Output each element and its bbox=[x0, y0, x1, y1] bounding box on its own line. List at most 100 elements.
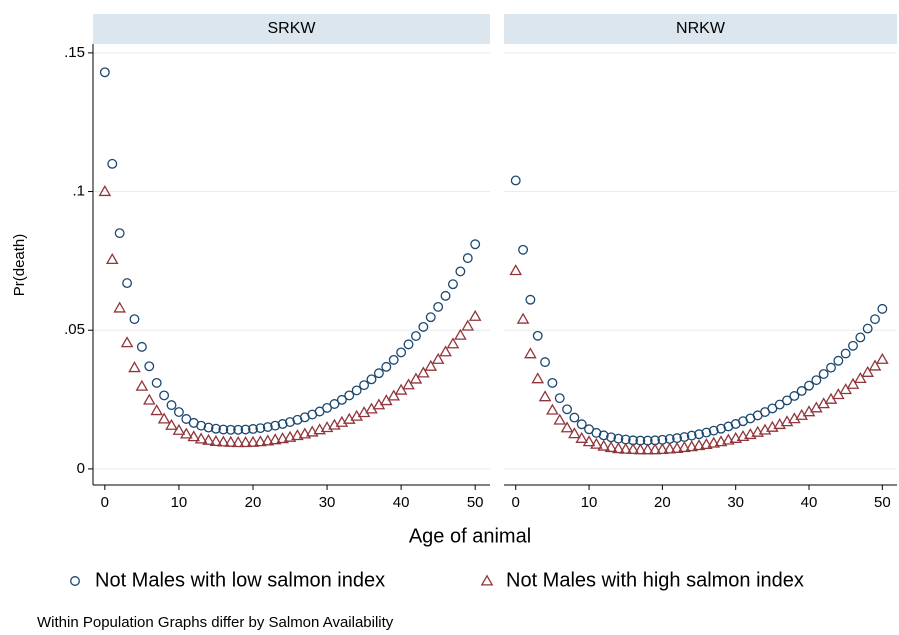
point bbox=[619, 442, 633, 454]
legend-label: Not Males with high salmon index bbox=[506, 569, 804, 591]
point bbox=[433, 301, 444, 312]
point bbox=[240, 424, 251, 435]
point bbox=[788, 412, 801, 424]
point bbox=[113, 301, 126, 313]
y-axis-label: Pr(death) bbox=[11, 234, 28, 297]
point bbox=[560, 421, 574, 433]
point bbox=[470, 239, 481, 250]
point bbox=[818, 369, 829, 380]
point bbox=[833, 355, 844, 366]
point bbox=[868, 359, 882, 371]
point bbox=[707, 436, 721, 448]
point bbox=[461, 319, 475, 331]
point bbox=[804, 380, 814, 391]
point bbox=[448, 279, 458, 290]
x-tick-label: 0 bbox=[101, 494, 109, 511]
point bbox=[714, 435, 728, 447]
x-tick-label: 0 bbox=[512, 494, 520, 511]
x-tick-label: 10 bbox=[581, 494, 598, 511]
point bbox=[366, 374, 377, 385]
point bbox=[157, 412, 171, 424]
point bbox=[626, 442, 640, 455]
point bbox=[554, 393, 565, 404]
point bbox=[246, 435, 260, 447]
point bbox=[291, 429, 304, 441]
y-tick-label: .05 bbox=[64, 321, 85, 338]
point bbox=[409, 372, 423, 384]
point bbox=[298, 427, 312, 439]
point bbox=[509, 264, 523, 276]
point bbox=[181, 414, 192, 424]
point bbox=[876, 352, 889, 364]
x-tick-label: 30 bbox=[727, 494, 744, 511]
point bbox=[540, 357, 551, 368]
point bbox=[150, 404, 164, 416]
point bbox=[313, 423, 326, 435]
point bbox=[462, 253, 473, 264]
point bbox=[751, 425, 765, 437]
panel-title: SRKW bbox=[268, 20, 317, 37]
point bbox=[165, 418, 178, 430]
point bbox=[855, 332, 866, 343]
point bbox=[202, 433, 215, 445]
x-tick-label: 30 bbox=[319, 494, 336, 511]
point bbox=[209, 434, 223, 447]
point bbox=[387, 389, 401, 401]
point bbox=[782, 395, 792, 406]
point bbox=[531, 372, 545, 384]
point bbox=[597, 439, 611, 451]
point bbox=[538, 390, 552, 402]
point bbox=[373, 368, 384, 379]
point bbox=[194, 432, 208, 444]
point bbox=[98, 185, 112, 197]
point bbox=[285, 417, 295, 427]
point bbox=[678, 441, 691, 453]
point bbox=[107, 158, 118, 169]
point bbox=[877, 303, 888, 314]
point bbox=[402, 378, 415, 390]
point bbox=[159, 390, 170, 401]
y-tick-label: 0 bbox=[77, 460, 85, 477]
point bbox=[455, 266, 466, 277]
point bbox=[357, 406, 371, 418]
point bbox=[604, 441, 618, 453]
point bbox=[396, 347, 407, 358]
point bbox=[524, 347, 537, 359]
legend-marker bbox=[480, 574, 494, 586]
y-tick-label: .15 bbox=[64, 44, 85, 61]
point bbox=[283, 430, 297, 442]
point bbox=[225, 424, 236, 435]
point bbox=[276, 432, 289, 444]
point bbox=[231, 436, 245, 448]
point bbox=[553, 413, 567, 425]
point bbox=[744, 428, 757, 440]
point bbox=[795, 408, 809, 420]
point bbox=[424, 359, 438, 371]
point bbox=[516, 312, 530, 324]
point bbox=[218, 424, 229, 435]
point bbox=[582, 435, 596, 447]
point bbox=[142, 393, 156, 405]
point bbox=[268, 433, 282, 445]
point bbox=[547, 377, 558, 388]
point bbox=[261, 434, 275, 446]
point bbox=[590, 437, 603, 449]
point bbox=[166, 400, 177, 411]
panel-title-strip bbox=[93, 14, 490, 44]
x-tick-label: 50 bbox=[874, 494, 891, 511]
point bbox=[648, 443, 662, 455]
point bbox=[826, 362, 836, 373]
point bbox=[99, 67, 110, 78]
point bbox=[546, 403, 559, 415]
point bbox=[789, 391, 800, 401]
point bbox=[685, 440, 699, 452]
point bbox=[576, 419, 587, 430]
point bbox=[694, 429, 704, 440]
x-tick-label: 20 bbox=[654, 494, 671, 511]
point bbox=[233, 424, 244, 435]
point bbox=[248, 424, 258, 434]
point bbox=[440, 290, 451, 301]
point bbox=[410, 331, 421, 342]
point bbox=[381, 361, 392, 372]
